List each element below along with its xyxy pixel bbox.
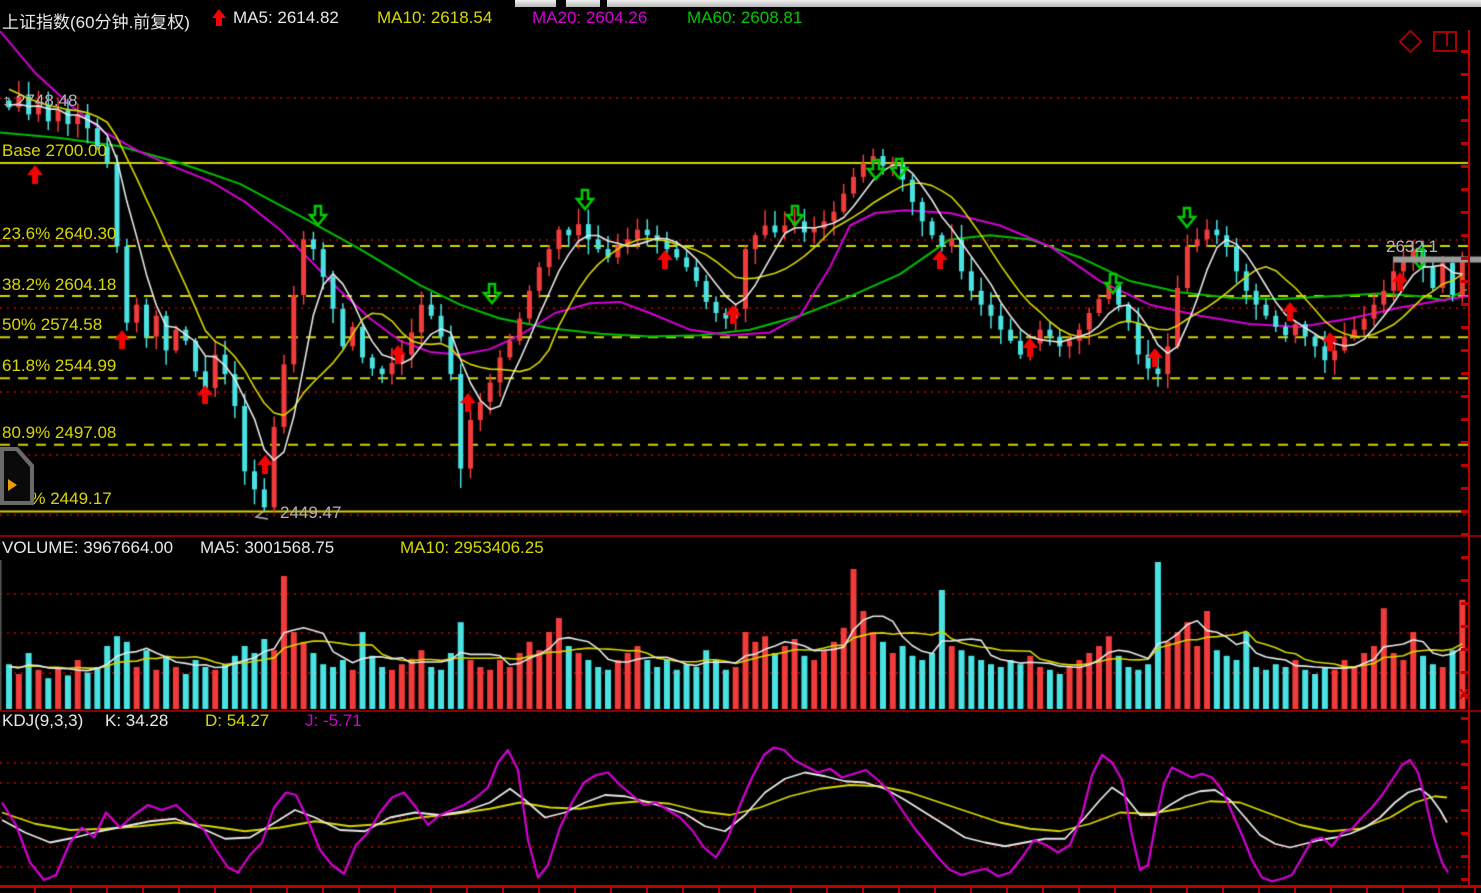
- last-price-label: 2632.1: [1386, 237, 1438, 256]
- fib-label-50: 50% 2574.58: [2, 315, 103, 334]
- kdj-chart-canvas[interactable]: [0, 735, 1481, 886]
- window-top-strip: [515, 0, 556, 7]
- fib-label-382: 38.2% 2604.18: [2, 275, 117, 294]
- window-top-strip: [566, 0, 600, 7]
- volume-ma10-label: MA10: 2953406.25: [400, 538, 544, 557]
- kdj-d-label: D: 54.27: [205, 711, 270, 730]
- time-axis-ticks: [0, 888, 1481, 893]
- kdj-name-label: KDJ(9,3,3): [2, 711, 84, 730]
- ma10-value-label: MA10: 2618.54: [377, 8, 493, 27]
- fib-label-618: 61.8% 2544.99: [2, 356, 117, 375]
- side-drawer-handle[interactable]: [0, 447, 34, 505]
- volume-value-label: VOLUME: 3967664.00: [2, 538, 174, 557]
- low-price-label: 2449.47: [280, 503, 342, 522]
- time-axis-line: [0, 885, 1481, 888]
- fib-label-0: 2748.48: [16, 91, 78, 110]
- fib-label-base: Base 2700.00: [2, 141, 107, 160]
- volume-chart-canvas[interactable]: [0, 560, 1481, 710]
- instrument-title: 上证指数(60分钟.前复权): [2, 13, 190, 32]
- side-drawer-inner: [4, 451, 30, 501]
- ma60-value-label: MA60: 2608.81: [687, 8, 803, 27]
- kdj-k-label: K: 34.28: [105, 711, 169, 730]
- ma20-value-label: MA20: 2604.26: [532, 8, 648, 27]
- window-top-strip: [607, 0, 1481, 7]
- right-axis-ticks: [1461, 30, 1468, 887]
- ma5-value-label: MA5: 2614.82: [233, 8, 339, 27]
- right-axis-line[interactable]: [1468, 30, 1470, 887]
- up-arrow-icon: [212, 9, 226, 27]
- pane-separator[interactable]: [0, 535, 1481, 537]
- main-chart-canvas[interactable]: [0, 30, 1481, 535]
- expand-arrow-icon: [8, 479, 17, 491]
- kdj-j-label: J: -5.71: [305, 711, 362, 730]
- pane-separator[interactable]: [0, 710, 1481, 712]
- chart-header: 上证指数(60分钟.前复权): [2, 8, 1102, 32]
- fib-handle-icon[interactable]: ↕: [2, 91, 11, 110]
- fib-label-809: 80.9% 2497.08: [2, 423, 117, 442]
- volume-ma5-label: MA5: 3001568.75: [200, 538, 335, 557]
- fib-label-236: 23.6% 2640.30: [2, 224, 117, 243]
